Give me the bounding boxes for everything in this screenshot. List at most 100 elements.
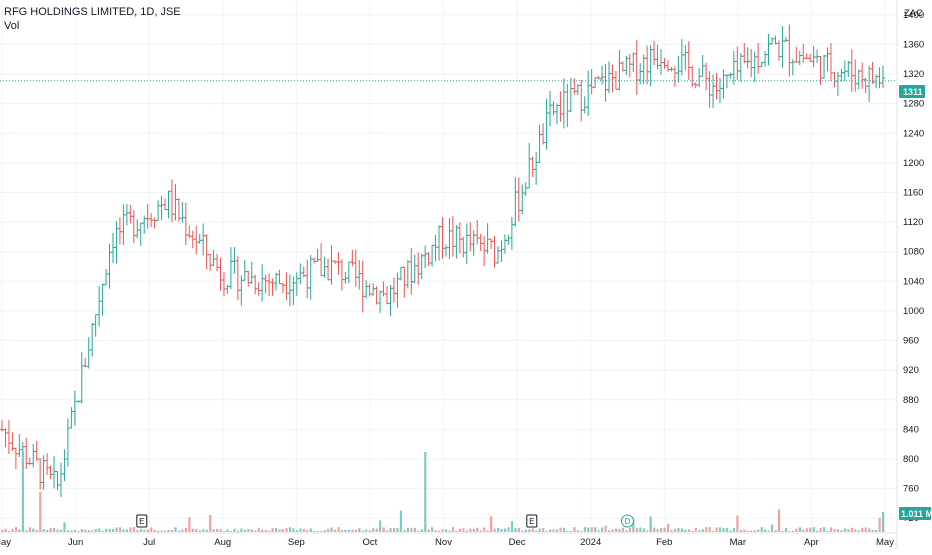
volume-bar xyxy=(486,530,489,532)
time-tick-label: Jul xyxy=(143,537,155,548)
volume-bar xyxy=(809,527,812,532)
volume-bar xyxy=(184,527,188,532)
volume-bar xyxy=(576,530,579,532)
volume-bar xyxy=(431,527,434,532)
volume-bar xyxy=(372,528,375,532)
volume-bar xyxy=(490,516,493,532)
time-tick-label: Sep xyxy=(288,537,305,548)
volume-bar xyxy=(222,530,226,532)
price-tick-label: 840 xyxy=(903,424,919,435)
volume-bar xyxy=(302,528,305,532)
volume-bar xyxy=(150,527,153,532)
price-tick-label: 1400 xyxy=(903,10,924,21)
volume-bar xyxy=(406,527,410,532)
volume-bar xyxy=(257,527,260,532)
volume-bar xyxy=(73,530,77,532)
volume-bar xyxy=(569,530,573,532)
volume-bar xyxy=(472,528,475,532)
volume-bar xyxy=(621,527,625,532)
volume-bar xyxy=(84,529,87,532)
volume-bar xyxy=(531,528,534,532)
time-tick-label: Nov xyxy=(435,537,452,548)
volume-bar xyxy=(212,529,215,532)
volume-bar xyxy=(677,527,680,532)
volume-bar xyxy=(63,522,66,532)
volume-bar xyxy=(607,530,611,532)
volume-bar xyxy=(268,530,271,532)
volume-bar xyxy=(788,530,791,532)
volume-bar xyxy=(698,530,701,532)
currency-label: ZAC xyxy=(904,8,923,19)
volume-bar xyxy=(441,529,444,532)
volume-bar xyxy=(521,530,524,532)
dividend-marker: D xyxy=(620,514,634,528)
volume-bar xyxy=(871,529,874,532)
volume-bar xyxy=(80,529,83,532)
volume-bar xyxy=(594,527,597,532)
time-tick-label: Dec xyxy=(509,537,526,548)
volume-bar xyxy=(805,528,808,532)
volume-bar xyxy=(625,530,628,532)
volume-bar xyxy=(618,529,621,532)
volume-bar xyxy=(614,528,618,532)
volume-bar xyxy=(288,527,292,532)
volume-bar xyxy=(396,528,399,532)
volume-bar xyxy=(46,529,49,532)
volume-bar xyxy=(382,527,385,532)
volume-bar xyxy=(202,529,205,532)
volume-bar xyxy=(684,529,687,532)
time-tick-label: 2024 xyxy=(580,537,601,548)
volume-bar xyxy=(791,530,795,532)
volume-bar xyxy=(59,529,63,532)
volume-bar xyxy=(528,529,531,532)
volume-bar xyxy=(646,530,649,532)
volume-bar xyxy=(517,528,521,532)
volume-bar xyxy=(580,530,583,532)
volume-bar xyxy=(420,529,423,532)
volume-bar xyxy=(816,530,819,532)
volume-bar xyxy=(181,529,184,532)
volume-bar xyxy=(295,530,299,532)
volume-bar xyxy=(209,514,212,532)
volume-bar xyxy=(510,521,514,532)
volume-bar xyxy=(278,529,281,532)
volume-bar xyxy=(160,530,163,532)
volume-bar xyxy=(240,528,243,532)
earnings-marker-box xyxy=(526,514,538,528)
volume-bar xyxy=(108,528,111,532)
volume-bar xyxy=(444,529,448,532)
volume-bar xyxy=(354,529,357,532)
volume-bar xyxy=(708,527,711,532)
volume-bar xyxy=(361,530,364,532)
volume-bar xyxy=(143,530,146,532)
volume-bar xyxy=(191,528,194,532)
event-label: D xyxy=(625,517,631,526)
volume-bar xyxy=(243,530,246,532)
volume-bar xyxy=(649,516,652,532)
dividend-marker-circle xyxy=(620,514,634,528)
volume-bar xyxy=(236,530,240,532)
volume-bar xyxy=(306,530,309,532)
event-label: E xyxy=(529,517,534,526)
volume-bar xyxy=(476,527,479,532)
volume-bar xyxy=(53,528,56,532)
price-tick-label: 880 xyxy=(903,395,919,406)
earnings-marker: E xyxy=(526,514,538,528)
volume-bar xyxy=(673,528,677,532)
volume-bar xyxy=(458,528,462,532)
volume-bar xyxy=(705,527,708,532)
time-axis[interactable]: May Jun Jul Aug Sep Oct Nov Dec 2024 Feb Mar Apr May xyxy=(0,537,894,548)
volume-bar xyxy=(729,530,732,532)
volume-bar xyxy=(35,530,38,532)
volume-bar xyxy=(129,527,132,532)
volume-bar xyxy=(261,529,264,532)
volume-bar xyxy=(11,528,14,532)
volume-bar xyxy=(552,529,555,532)
volume-bar xyxy=(753,530,756,532)
volume-bar xyxy=(1,530,4,532)
volume-bar xyxy=(798,527,801,532)
volume-bar xyxy=(330,527,333,532)
earnings-marker-box xyxy=(136,514,148,528)
